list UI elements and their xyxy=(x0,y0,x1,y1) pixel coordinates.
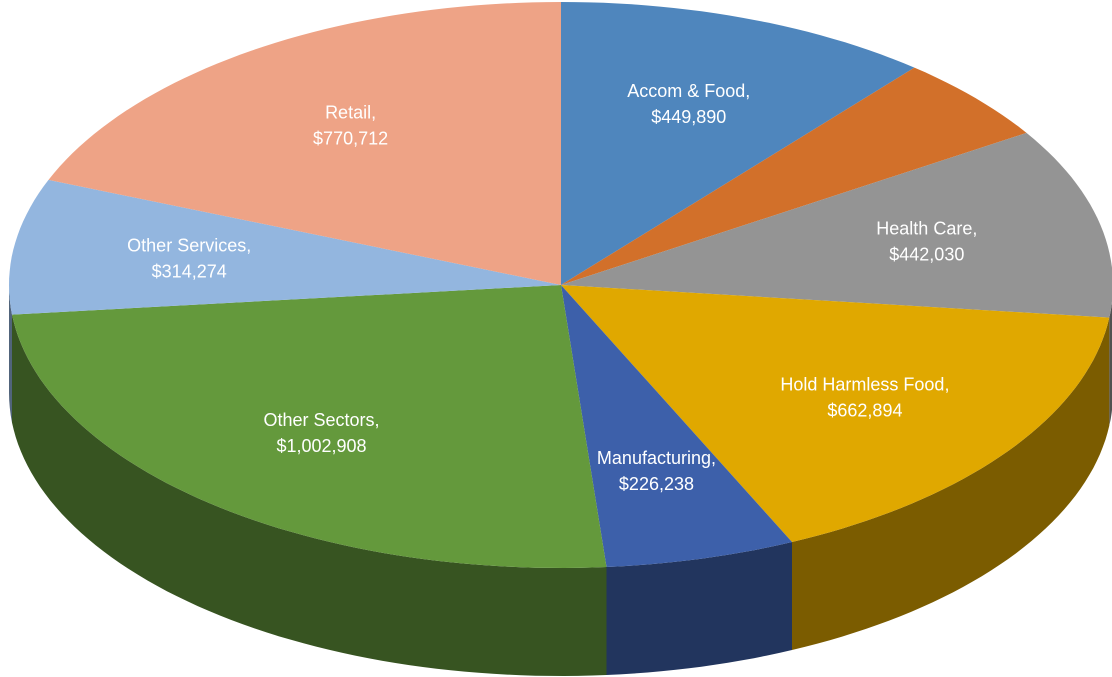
data-label-value: $449,890 xyxy=(651,107,726,127)
data-label-value: $662,894 xyxy=(827,401,902,421)
slice xyxy=(561,67,1027,285)
data-label-value: $442,030 xyxy=(889,245,964,265)
slice xyxy=(561,2,915,285)
slice-side xyxy=(792,317,1110,650)
slice xyxy=(48,2,561,285)
slice xyxy=(12,285,607,568)
slice-side xyxy=(606,542,792,675)
data-label-category: Other Services, xyxy=(127,235,251,255)
data-label-category: Hold Harmless Food, xyxy=(780,375,949,395)
slice xyxy=(9,179,561,315)
slice-side xyxy=(12,314,607,676)
data-label-category: Accom & Food, xyxy=(627,81,750,101)
slice xyxy=(561,132,1112,318)
slice-side xyxy=(9,285,12,423)
data-label-category: Other Sectors, xyxy=(264,410,380,430)
data-label-value: $1,002,908 xyxy=(276,436,366,456)
slice xyxy=(561,285,792,567)
data-label-value: $226,238 xyxy=(619,474,694,494)
slice-side xyxy=(1109,301,1112,426)
slice xyxy=(561,285,1110,542)
data-label-value: $314,274 xyxy=(152,261,227,281)
data-label-category: Manufacturing, xyxy=(597,448,716,468)
data-label-value: $770,712 xyxy=(313,128,388,148)
data-label-category: Retail, xyxy=(325,102,376,122)
data-label-category: Health Care, xyxy=(876,219,977,239)
